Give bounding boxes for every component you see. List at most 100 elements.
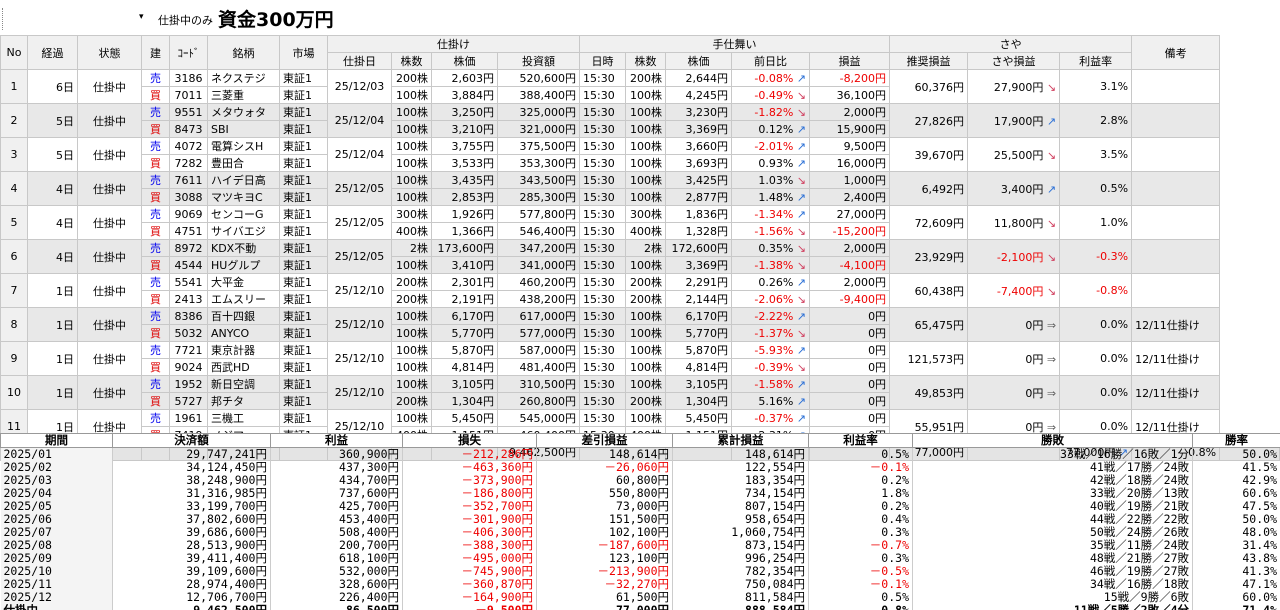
table-row[interactable]: 買 4544 HUグルプ 東証1 100株 3,410円 341,000円 15:30 100株…: [1, 256, 1280, 274]
col-elapsed[interactable]: 経過: [27, 35, 78, 70]
summary-cell: 9,462,500円: [112, 604, 271, 610]
col-note[interactable]: 備考: [1131, 35, 1221, 70]
close-qty-cell: 100株: [625, 154, 666, 172]
table-row[interactable]: 買 4751 サイバエジ 東証1 400株 1,366円 546,400円 15:30 400株…: [1, 222, 1280, 240]
date-cell: 25/12/04: [327, 103, 392, 138]
col-time[interactable]: 日時: [579, 52, 626, 70]
spread-pnl-cell: 25,500円 ↘: [967, 137, 1061, 172]
code-cell: 1961: [169, 409, 208, 427]
col-qty[interactable]: 株数: [391, 52, 432, 70]
side-cell: 売: [141, 273, 170, 291]
page-title: 資金300万円: [214, 0, 420, 34]
amount-cell: 343,500円: [497, 171, 580, 189]
col-price[interactable]: 株価: [431, 52, 498, 70]
elapsed-cell: 1日: [27, 307, 78, 342]
summary-cell: 148,614円: [536, 447, 673, 461]
col-spread-pnl[interactable]: さや損益: [967, 52, 1061, 70]
col-state[interactable]: 状態: [77, 35, 142, 70]
table-row[interactable]: 買 9024 西武HD 東証1 100株 4,814円 481,400円 15:30 100株 4…: [1, 358, 1280, 376]
close-qty-cell: 100株: [625, 103, 666, 121]
summary-col-5[interactable]: 累計損益: [672, 433, 809, 448]
change-cell: 0.35% ↘: [731, 239, 810, 257]
time-cell: 15:30: [579, 86, 626, 104]
table-row[interactable]: 4 4日 仕掛中売 7611 ハイデ日高 東証1 25/12/05 100株 3,435円 343…: [0, 171, 1280, 206]
col-close-qty[interactable]: 株数: [625, 52, 666, 70]
table-row[interactable]: 買 3088 マツキヨC 東証1 100株 2,853円 285,300円 15:30 100株…: [1, 188, 1280, 206]
rate-cell: 3.5%: [1059, 137, 1133, 172]
time-cell: 15:30: [579, 273, 626, 291]
summary-cell: 328,600円: [270, 578, 403, 591]
change-value: 1.03%: [758, 173, 794, 187]
name-cell: ANYCO: [207, 324, 280, 342]
col-name[interactable]: 銘柄: [207, 35, 280, 70]
col-rate[interactable]: 利益率: [1059, 52, 1133, 70]
side-cell: 買: [141, 290, 170, 308]
summary-cell: －213,900円: [536, 565, 673, 578]
col-rec-pnl[interactable]: 推奨損益: [889, 52, 969, 70]
summary-col-6[interactable]: 利益率: [808, 433, 913, 448]
date-cell: 25/12/10: [327, 273, 392, 308]
trend-up-icon: ↗: [793, 275, 806, 289]
pnl-cell: -15,200円: [808, 222, 891, 240]
summary-cell: 2025/09: [0, 552, 113, 565]
change-cell: 0.26% ↗: [731, 273, 810, 291]
note-cell: 12/11仕掛け: [1131, 307, 1221, 342]
table-row[interactable]: 9 1日 仕掛中売 7721 東京計器 東証1 25/12/10 100株 5,870円 587,…: [0, 341, 1280, 376]
name-cell: 邦チタ: [207, 392, 280, 410]
change-value: -1.34%: [754, 207, 794, 221]
elapsed-cell: 1日: [27, 341, 78, 376]
note-cell: [1131, 273, 1221, 308]
summary-cell: 37,802,600円: [112, 513, 271, 526]
summary-col-0[interactable]: 期間: [0, 433, 113, 448]
table-row[interactable]: 3 5日 仕掛中売 4072 電算シスH 東証1 25/12/04 100株 3,755円 375…: [0, 137, 1280, 172]
change-cell: 1.03% ↘: [731, 171, 810, 189]
spread-pnl-cell: 3,400円 ↗: [967, 171, 1061, 206]
change-cell: -5.93% ↗: [731, 341, 810, 359]
summary-col-4[interactable]: 差引損益: [536, 433, 673, 448]
filter-dropdown[interactable]: ▾ 仕掛中のみ: [2, 8, 220, 30]
table-row[interactable]: 買 5032 ANYCO 東証1 100株 5,770円 577,000円 15:30 100株…: [1, 324, 1280, 342]
table-row[interactable]: 買 5727 邦チタ 東証1 200株 1,304円 260,800円 15:30 200株 1,…: [1, 392, 1280, 410]
trend-up-icon: ↗: [793, 71, 806, 85]
amount-cell: 438,200円: [497, 290, 580, 308]
summary-cell: 42.9%: [1192, 474, 1280, 487]
col-change[interactable]: 前日比: [731, 52, 810, 70]
group-spread: さや: [889, 35, 1133, 53]
col-market[interactable]: 市場: [279, 35, 328, 70]
table-row[interactable]: 7 1日 仕掛中売 5541 大平金 東証1 25/12/10 200株 2,301円 460,2…: [0, 273, 1280, 308]
col-no[interactable]: No: [0, 35, 28, 70]
summary-col-3[interactable]: 損失: [402, 433, 537, 448]
note-cell: 12/11仕掛け: [1131, 341, 1221, 376]
spread-pnl-cell: 27,900円 ↘: [967, 69, 1061, 104]
col-code[interactable]: ｺｰﾄﾞ: [169, 35, 208, 70]
code-cell: 9551: [169, 103, 208, 121]
summary-cell: 28,513,900円: [112, 539, 271, 552]
rec-pnl-cell: 65,475円: [889, 307, 969, 342]
table-row[interactable]: 1 6日 仕掛中売 3186 ネクステジ 東証1 25/12/03 200株 2,603円 520…: [0, 69, 1280, 104]
table-row[interactable]: 11 1日 仕掛中売 1961 三機工 東証1 25/12/10 100株 5,450円 545,…: [0, 409, 1280, 444]
amount-cell: 545,000円: [497, 409, 580, 427]
table-row[interactable]: 買 2413 エムスリー 東証1 200株 2,191円 438,200円 15:30 200株…: [1, 290, 1280, 308]
col-date[interactable]: 仕掛日: [327, 52, 392, 70]
col-side[interactable]: 建: [141, 35, 170, 70]
side-cell: 買: [141, 256, 170, 274]
summary-col-7[interactable]: 勝敗: [912, 433, 1193, 448]
col-amount[interactable]: 投資額: [497, 52, 580, 70]
summary-cell: 28,974,400円: [112, 578, 271, 591]
name-cell: 百十四銀: [207, 307, 280, 325]
col-pnl[interactable]: 損益: [808, 52, 891, 70]
col-close-price[interactable]: 株価: [665, 52, 732, 70]
table-row[interactable]: 2 5日 仕掛中売 9551 メタウォタ 東証1 25/12/04 100株 3,250円 325…: [0, 103, 1280, 138]
table-row[interactable]: 8 1日 仕掛中売 8386 百十四銀 東証1 25/12/10 100株 6,170円 617,…: [0, 307, 1280, 342]
table-row[interactable]: 10 1日 仕掛中売 1952 新日空調 東証1 25/12/10 100株 3,105円 310…: [0, 375, 1280, 410]
chevron-down-icon[interactable]: ▾: [139, 12, 144, 22]
price-cell: 4,814円: [431, 358, 498, 376]
summary-col-2[interactable]: 利益: [270, 433, 403, 448]
change-cell: 0.12% ↗: [731, 120, 810, 138]
name-cell: SBI: [207, 120, 280, 138]
summary-col-1[interactable]: 決済額: [112, 433, 271, 448]
table-row[interactable]: 5 4日 仕掛中売 9069 センコーG 東証1 25/12/05 300株 1,926円 577…: [0, 205, 1280, 240]
summary-col-8[interactable]: 勝率: [1192, 433, 1280, 448]
market-cell: 東証1: [279, 358, 328, 376]
table-row[interactable]: 6 4日 仕掛中売 8972 KDX不動 東証1 25/12/05 2株 173,600円 347…: [0, 239, 1280, 274]
